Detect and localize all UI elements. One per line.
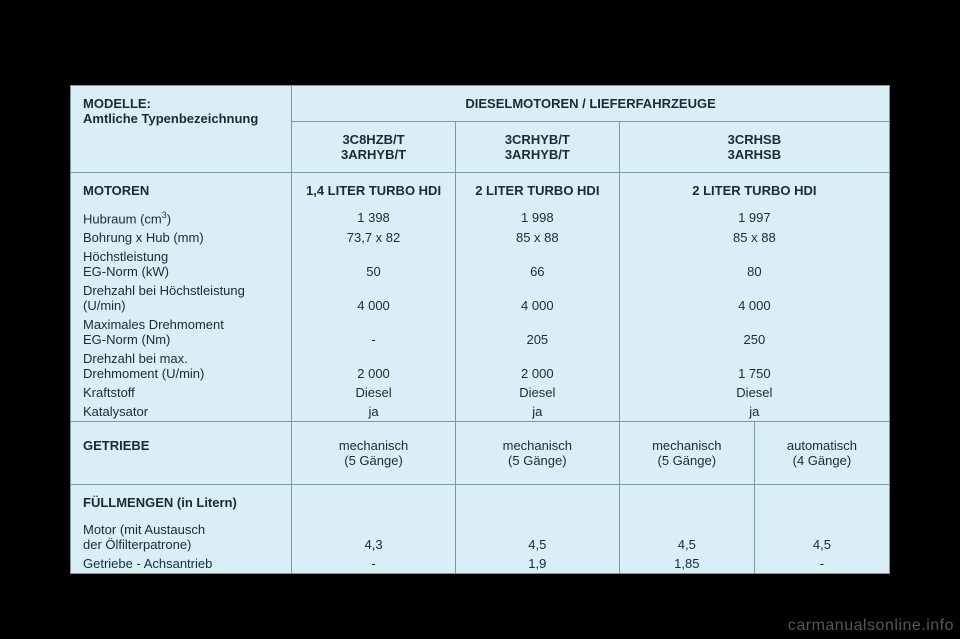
header-modelle-line1: MODELLE: [83, 96, 151, 111]
header-col-3: 3CRHSB 3ARHSB [619, 122, 889, 173]
motoren-engine-3: 2 LITER TURBO HDI [619, 173, 889, 209]
motoren-row-4: Maximales DrehmomentEG-Norm (Nm) - 205 2… [71, 315, 890, 349]
motoren-header-row: MOTOREN 1,4 LITER TURBO HDI 2 LITER TURB… [71, 173, 890, 209]
header-row-1: MODELLE: Amtliche Typenbezeichnung DIESE… [71, 86, 890, 122]
fuellmengen-header-row: FÜLLMENGEN (in Litern) [71, 485, 890, 521]
fuellmengen-row-1: Getriebe - Achsantrieb - 1,9 1,85 - [71, 554, 890, 574]
motoren-label-0: Hubraum (cm3) [71, 208, 292, 228]
header-col-1: 3C8HZB/T 3ARHYB/T [292, 122, 456, 173]
motoren-row-0: Hubraum (cm3) 1 398 1 998 1 997 [71, 208, 890, 228]
getriebe-section-title: GETRIEBE [71, 422, 292, 485]
header-modelle: MODELLE: Amtliche Typenbezeichnung [71, 86, 292, 173]
fuellmengen-row-0: Motor (mit Austauschder Ölfilterpatrone)… [71, 520, 890, 554]
motoren-row-2: HöchstleistungEG-Norm (kW) 50 66 80 [71, 247, 890, 281]
header-col-2: 3CRHYB/T 3ARHYB/T [455, 122, 619, 173]
header-modelle-line2: Amtliche Typenbezeichnung [83, 111, 258, 126]
motoren-row-6: Kraftstoff Diesel Diesel Diesel [71, 383, 890, 402]
watermark-text: carmanualsonline.info [788, 617, 954, 635]
motoren-section-title: MOTOREN [71, 173, 292, 209]
getriebe-row: GETRIEBE mechanisch(5 Gänge) mechanisch(… [71, 422, 890, 485]
fuellmengen-section-title: FÜLLMENGEN (in Litern) [71, 485, 292, 521]
spec-table-container: MODELLE: Amtliche Typenbezeichnung DIESE… [70, 85, 890, 574]
motoren-row-3: Drehzahl bei Höchstleistung(U/min) 4 000… [71, 281, 890, 315]
header-group-title: DIESELMOTOREN / LIEFERFAHRZEUGE [292, 86, 890, 122]
motoren-row-1: Bohrung x Hub (mm) 73,7 x 82 85 x 88 85 … [71, 228, 890, 247]
spec-table: MODELLE: Amtliche Typenbezeichnung DIESE… [70, 85, 890, 574]
motoren-engine-2: 2 LITER TURBO HDI [455, 173, 619, 209]
motoren-engine-1: 1,4 LITER TURBO HDI [292, 173, 456, 209]
motoren-row-7: Katalysator ja ja ja [71, 402, 890, 422]
motoren-row-5: Drehzahl bei max.Drehmoment (U/min) 2 00… [71, 349, 890, 383]
